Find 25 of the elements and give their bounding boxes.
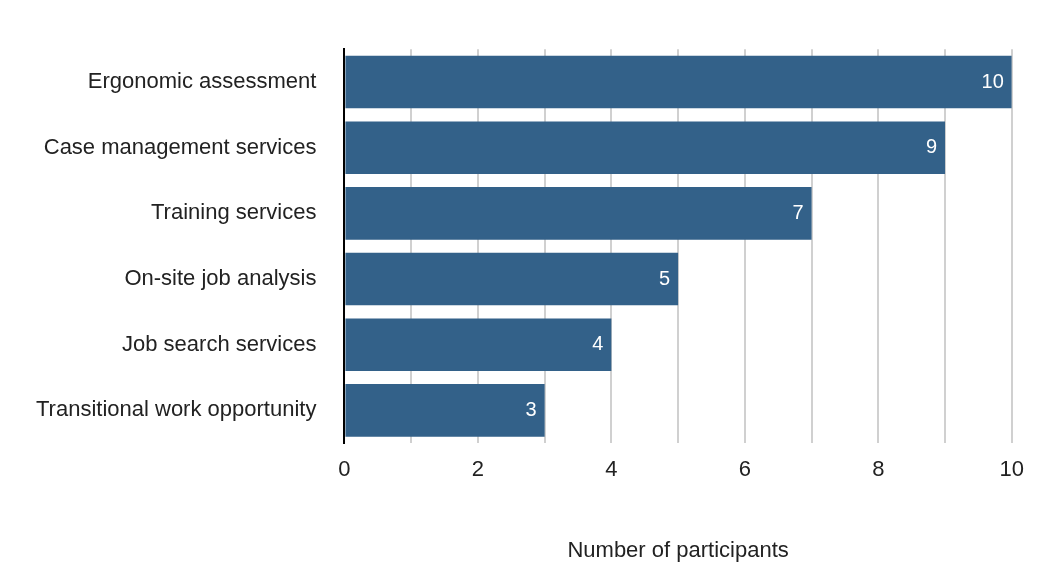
y-tick-label: Ergonomic assessment [87, 68, 317, 94]
x-tick-label: 0 [338, 456, 351, 482]
data-label: 5 [658, 266, 671, 289]
x-tick-label: 8 [872, 456, 885, 482]
x-tick-label: 6 [738, 456, 751, 482]
y-tick-label: On-site job analysis [124, 265, 317, 291]
data-label: 3 [525, 397, 537, 420]
bar [345, 252, 679, 306]
bar [345, 187, 812, 240]
y-tick-label: Transitional work opportunity [35, 396, 317, 422]
x-tick-label: 10 [999, 456, 1025, 482]
data-label: 10 [981, 69, 1004, 92]
data-label: 4 [592, 332, 604, 355]
bar [345, 318, 612, 371]
data-label: 9 [925, 135, 938, 158]
x-tick-label: 2 [471, 456, 485, 482]
y-tick-label: Case management services [43, 133, 317, 159]
y-tick-label: Training services [150, 199, 317, 225]
data-label: 7 [792, 200, 804, 223]
x-tick-label: 4 [605, 456, 618, 482]
bar [345, 121, 946, 174]
bar [345, 384, 545, 437]
y-tick-label: Job search services [122, 330, 317, 356]
bar [345, 55, 1012, 109]
x-axis-title: Number of participants [567, 536, 789, 562]
